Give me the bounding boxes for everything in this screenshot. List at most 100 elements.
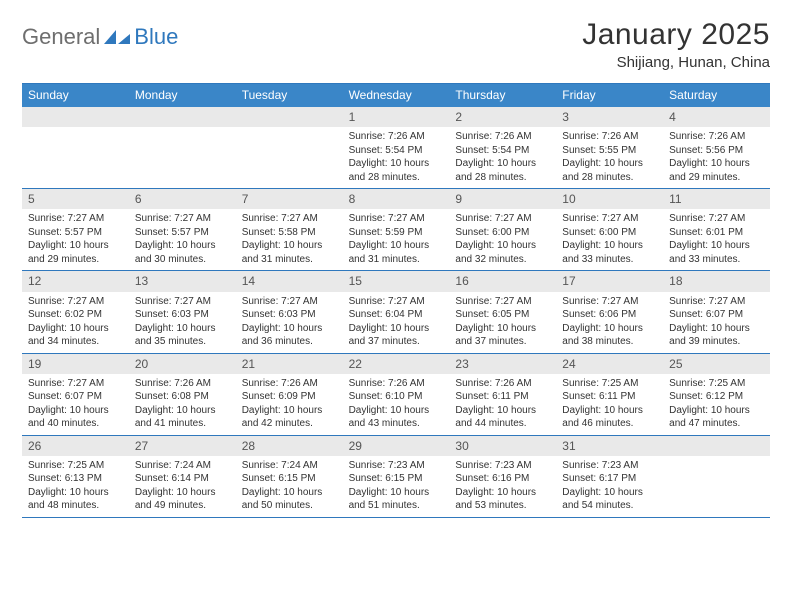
daylight-line: Daylight: 10 hours and 38 minutes. xyxy=(562,322,657,349)
day-number: 27 xyxy=(129,436,236,456)
day-number: 23 xyxy=(449,354,556,374)
weekday-header: Sunday xyxy=(22,84,129,107)
daylight-line: Daylight: 10 hours and 31 minutes. xyxy=(349,239,444,266)
day-details: Sunrise: 7:25 AMSunset: 6:12 PMDaylight:… xyxy=(663,374,770,435)
day-details: Sunrise: 7:26 AMSunset: 6:11 PMDaylight:… xyxy=(449,374,556,435)
calendar-cell: 27Sunrise: 7:24 AMSunset: 6:14 PMDayligh… xyxy=(129,436,236,518)
sunset-line: Sunset: 6:02 PM xyxy=(28,308,123,322)
sunset-line: Sunset: 5:57 PM xyxy=(135,226,230,240)
daylight-line: Daylight: 10 hours and 49 minutes. xyxy=(135,486,230,513)
sunset-line: Sunset: 6:11 PM xyxy=(455,390,550,404)
day-number: 12 xyxy=(22,271,129,291)
calendar-cell: 24Sunrise: 7:25 AMSunset: 6:11 PMDayligh… xyxy=(556,354,663,436)
logo-sail-icon xyxy=(102,28,132,46)
calendar-cell: 11Sunrise: 7:27 AMSunset: 6:01 PMDayligh… xyxy=(663,189,770,271)
day-details: Sunrise: 7:26 AMSunset: 6:10 PMDaylight:… xyxy=(343,374,450,435)
calendar-cell: 13Sunrise: 7:27 AMSunset: 6:03 PMDayligh… xyxy=(129,271,236,353)
sunset-line: Sunset: 6:03 PM xyxy=(135,308,230,322)
sunset-line: Sunset: 6:13 PM xyxy=(28,472,123,486)
daylight-line: Daylight: 10 hours and 54 minutes. xyxy=(562,486,657,513)
day-details: Sunrise: 7:27 AMSunset: 6:04 PMDaylight:… xyxy=(343,292,450,353)
day-details: Sunrise: 7:27 AMSunset: 5:57 PMDaylight:… xyxy=(22,209,129,270)
daylight-line: Daylight: 10 hours and 42 minutes. xyxy=(242,404,337,431)
sunrise-line: Sunrise: 7:23 AM xyxy=(349,459,444,473)
sunrise-line: Sunrise: 7:26 AM xyxy=(349,377,444,391)
day-details: Sunrise: 7:27 AMSunset: 5:58 PMDaylight:… xyxy=(236,209,343,270)
sunrise-line: Sunrise: 7:27 AM xyxy=(455,295,550,309)
day-number: 16 xyxy=(449,271,556,291)
sunset-line: Sunset: 6:06 PM xyxy=(562,308,657,322)
day-details: Sunrise: 7:24 AMSunset: 6:15 PMDaylight:… xyxy=(236,456,343,517)
calendar-cell: 20Sunrise: 7:26 AMSunset: 6:08 PMDayligh… xyxy=(129,354,236,436)
day-details: Sunrise: 7:27 AMSunset: 6:07 PMDaylight:… xyxy=(663,292,770,353)
day-details: Sunrise: 7:26 AMSunset: 5:55 PMDaylight:… xyxy=(556,127,663,188)
daylight-line: Daylight: 10 hours and 44 minutes. xyxy=(455,404,550,431)
sunset-line: Sunset: 5:55 PM xyxy=(562,144,657,158)
sunrise-line: Sunrise: 7:27 AM xyxy=(669,295,764,309)
logo: General Blue xyxy=(22,18,178,50)
calendar-cell: 15Sunrise: 7:27 AMSunset: 6:04 PMDayligh… xyxy=(343,271,450,353)
day-number: 17 xyxy=(556,271,663,291)
sunset-line: Sunset: 6:08 PM xyxy=(135,390,230,404)
sunset-line: Sunset: 5:59 PM xyxy=(349,226,444,240)
day-details: Sunrise: 7:27 AMSunset: 5:59 PMDaylight:… xyxy=(343,209,450,270)
sunset-line: Sunset: 6:03 PM xyxy=(242,308,337,322)
calendar-cell: 31Sunrise: 7:23 AMSunset: 6:17 PMDayligh… xyxy=(556,436,663,518)
sunset-line: Sunset: 5:57 PM xyxy=(28,226,123,240)
calendar-cell: 28Sunrise: 7:24 AMSunset: 6:15 PMDayligh… xyxy=(236,436,343,518)
sunset-line: Sunset: 6:11 PM xyxy=(562,390,657,404)
sunrise-line: Sunrise: 7:27 AM xyxy=(562,212,657,226)
calendar-cell: 26Sunrise: 7:25 AMSunset: 6:13 PMDayligh… xyxy=(22,436,129,518)
sunset-line: Sunset: 6:15 PM xyxy=(242,472,337,486)
daylight-line: Daylight: 10 hours and 34 minutes. xyxy=(28,322,123,349)
daylight-line: Daylight: 10 hours and 41 minutes. xyxy=(135,404,230,431)
calendar-cell: 12Sunrise: 7:27 AMSunset: 6:02 PMDayligh… xyxy=(22,271,129,353)
weekday-header: Tuesday xyxy=(236,84,343,107)
day-details: Sunrise: 7:27 AMSunset: 6:00 PMDaylight:… xyxy=(449,209,556,270)
sunrise-line: Sunrise: 7:26 AM xyxy=(455,130,550,144)
calendar-cell: 2Sunrise: 7:26 AMSunset: 5:54 PMDaylight… xyxy=(449,107,556,189)
calendar-cell: 8Sunrise: 7:27 AMSunset: 5:59 PMDaylight… xyxy=(343,189,450,271)
daylight-line: Daylight: 10 hours and 39 minutes. xyxy=(669,322,764,349)
weekday-header: Saturday xyxy=(663,84,770,107)
day-details: Sunrise: 7:24 AMSunset: 6:14 PMDaylight:… xyxy=(129,456,236,517)
daylight-line: Daylight: 10 hours and 28 minutes. xyxy=(455,157,550,184)
sunrise-line: Sunrise: 7:27 AM xyxy=(455,212,550,226)
day-number: 2 xyxy=(449,107,556,127)
sunset-line: Sunset: 5:58 PM xyxy=(242,226,337,240)
daylight-line: Daylight: 10 hours and 28 minutes. xyxy=(562,157,657,184)
daylight-line: Daylight: 10 hours and 33 minutes. xyxy=(562,239,657,266)
calendar-cell: 1Sunrise: 7:26 AMSunset: 5:54 PMDaylight… xyxy=(343,107,450,189)
day-number: 13 xyxy=(129,271,236,291)
day-number xyxy=(663,436,770,456)
calendar-cell: 3Sunrise: 7:26 AMSunset: 5:55 PMDaylight… xyxy=(556,107,663,189)
day-number: 24 xyxy=(556,354,663,374)
day-details: Sunrise: 7:27 AMSunset: 6:00 PMDaylight:… xyxy=(556,209,663,270)
calendar-cell: 9Sunrise: 7:27 AMSunset: 6:00 PMDaylight… xyxy=(449,189,556,271)
calendar-cell: 6Sunrise: 7:27 AMSunset: 5:57 PMDaylight… xyxy=(129,189,236,271)
calendar-cell: 21Sunrise: 7:26 AMSunset: 6:09 PMDayligh… xyxy=(236,354,343,436)
calendar-cell: 18Sunrise: 7:27 AMSunset: 6:07 PMDayligh… xyxy=(663,271,770,353)
daylight-line: Daylight: 10 hours and 36 minutes. xyxy=(242,322,337,349)
daylight-line: Daylight: 10 hours and 31 minutes. xyxy=(242,239,337,266)
day-details: Sunrise: 7:27 AMSunset: 6:03 PMDaylight:… xyxy=(236,292,343,353)
day-details: Sunrise: 7:27 AMSunset: 5:57 PMDaylight:… xyxy=(129,209,236,270)
sunrise-line: Sunrise: 7:26 AM xyxy=(562,130,657,144)
day-number xyxy=(129,107,236,127)
day-number xyxy=(22,107,129,127)
day-number: 14 xyxy=(236,271,343,291)
sunrise-line: Sunrise: 7:27 AM xyxy=(242,295,337,309)
sunset-line: Sunset: 6:16 PM xyxy=(455,472,550,486)
calendar-cell: 25Sunrise: 7:25 AMSunset: 6:12 PMDayligh… xyxy=(663,354,770,436)
day-number: 4 xyxy=(663,107,770,127)
sunrise-line: Sunrise: 7:26 AM xyxy=(669,130,764,144)
sunrise-line: Sunrise: 7:25 AM xyxy=(562,377,657,391)
calendar-cell-empty xyxy=(129,107,236,189)
calendar-cell: 30Sunrise: 7:23 AMSunset: 6:16 PMDayligh… xyxy=(449,436,556,518)
sunset-line: Sunset: 6:14 PM xyxy=(135,472,230,486)
sunset-line: Sunset: 5:54 PM xyxy=(349,144,444,158)
sunrise-line: Sunrise: 7:23 AM xyxy=(455,459,550,473)
sunset-line: Sunset: 6:00 PM xyxy=(562,226,657,240)
calendar-cell: 23Sunrise: 7:26 AMSunset: 6:11 PMDayligh… xyxy=(449,354,556,436)
calendar-cell: 10Sunrise: 7:27 AMSunset: 6:00 PMDayligh… xyxy=(556,189,663,271)
